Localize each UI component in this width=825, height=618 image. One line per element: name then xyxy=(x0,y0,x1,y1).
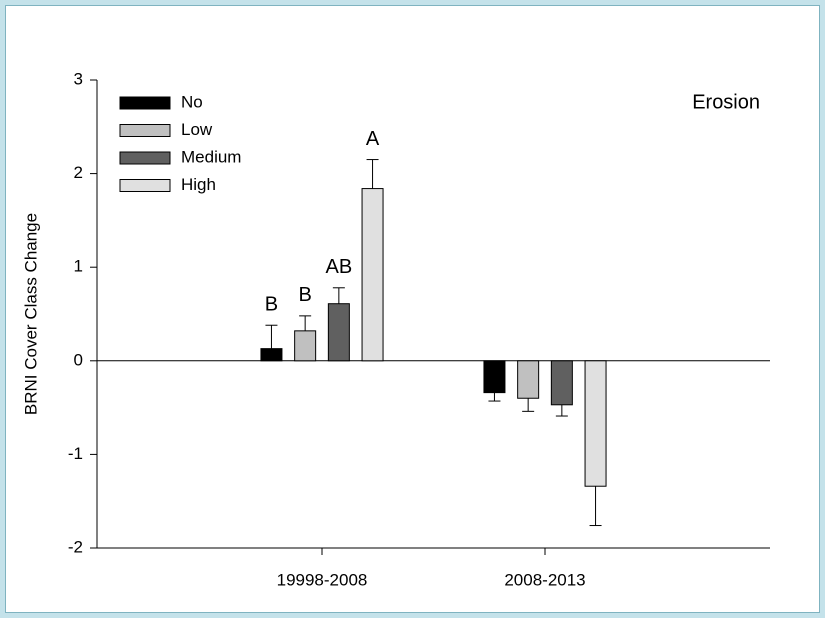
bar xyxy=(294,330,317,362)
bar xyxy=(584,360,607,487)
legend-swatch xyxy=(119,151,171,165)
significance-letter: B xyxy=(298,284,311,306)
legend-label: Low xyxy=(181,120,213,139)
legend-label: Medium xyxy=(181,147,241,166)
x-tick-label: 19998-2008 xyxy=(277,570,368,589)
bar xyxy=(517,360,540,399)
significance-letter: AB xyxy=(326,256,353,278)
bar xyxy=(550,360,573,406)
y-axis-label: BRNI Cover Class Change xyxy=(21,213,40,415)
x-tick-label: 2008-2013 xyxy=(504,570,585,589)
y-tick-label: -2 xyxy=(68,537,83,556)
bar xyxy=(260,348,283,362)
legend-swatch xyxy=(119,179,171,192)
bar xyxy=(483,360,506,394)
significance-letter: B xyxy=(265,294,278,316)
y-tick-label: 3 xyxy=(74,69,83,88)
legend-swatch xyxy=(119,124,171,137)
y-tick-label: 1 xyxy=(74,257,83,276)
bar xyxy=(361,188,384,362)
y-tick-label: -1 xyxy=(68,444,83,463)
y-tick-label: 2 xyxy=(74,163,83,182)
annotation: Erosion xyxy=(692,91,760,113)
significance-letter: A xyxy=(366,128,380,150)
bar xyxy=(327,303,350,362)
y-tick-label: 0 xyxy=(74,350,83,369)
legend-swatch xyxy=(119,96,171,110)
legend-label: High xyxy=(181,175,216,194)
legend-label: No xyxy=(181,92,203,111)
